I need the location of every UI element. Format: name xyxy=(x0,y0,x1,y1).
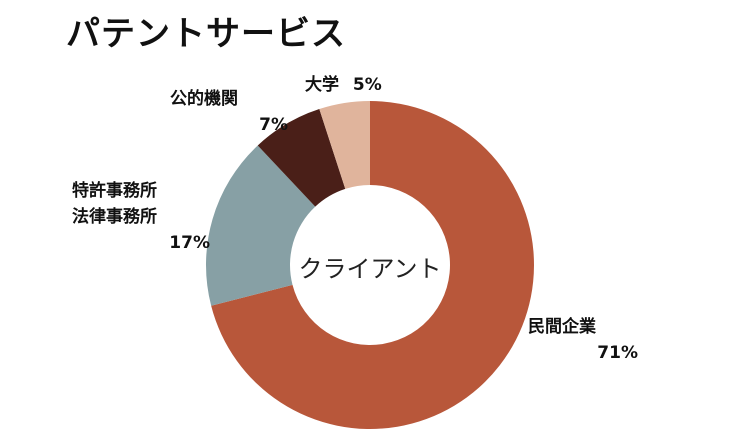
page-title: パテントサービス xyxy=(66,14,346,54)
slice-label-private-companies: 民間企業 71% xyxy=(528,314,638,366)
slice-label-line: 大学 xyxy=(305,75,339,95)
slice-value-label: 7% xyxy=(259,115,288,135)
slice-value-label: 71% xyxy=(597,343,638,363)
slice-label-universities: 大学 5% xyxy=(305,72,415,98)
slice-label-patent-law-offices: 特許事務所 法律事務所 17% xyxy=(72,178,210,256)
donut-slice-2 xyxy=(257,109,346,207)
donut-slice-3 xyxy=(319,101,370,189)
slice-value-label: 5% xyxy=(352,75,382,95)
slice-label-line: 民間企業 xyxy=(528,317,596,337)
slice-label-line: 法律事務所 xyxy=(72,207,157,227)
slice-label-line: 公的機関 xyxy=(170,89,238,109)
donut-center-label: クライアント xyxy=(298,255,442,283)
donut-slice-1 xyxy=(206,145,316,306)
slice-label-line: 特許事務所 xyxy=(72,181,157,201)
slice-value-label: 17% xyxy=(169,233,210,253)
slice-label-public-institutions: 公的機関 7% xyxy=(170,86,288,138)
donut-slice-0 xyxy=(211,101,535,429)
